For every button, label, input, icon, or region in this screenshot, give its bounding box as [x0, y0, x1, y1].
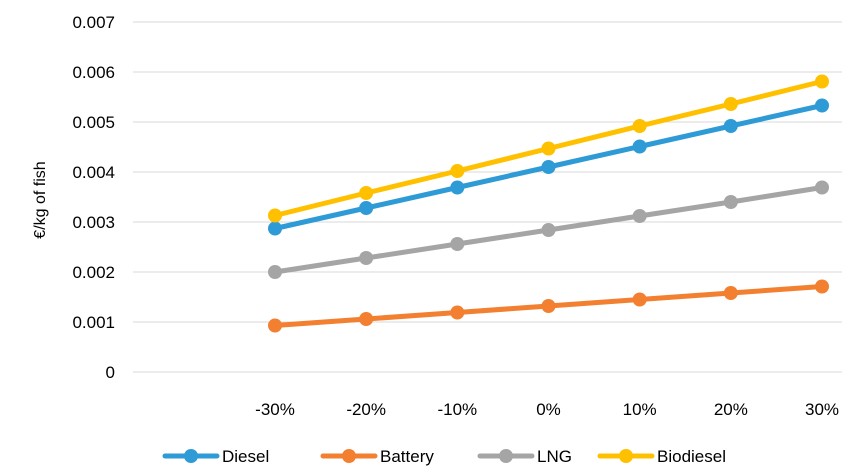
series-lng: [268, 180, 829, 279]
data-point: [541, 299, 556, 313]
y-tick-label: 0.001: [72, 313, 115, 332]
data-point: [268, 221, 282, 236]
gridlines: [133, 21, 842, 373]
data-point: [632, 119, 647, 133]
x-axis-tick-labels: -30% -20% -10% 0% 10% 20% 30%: [255, 400, 839, 419]
legend-label: LNG: [537, 447, 572, 466]
data-point: [359, 312, 374, 326]
data-point: [359, 251, 374, 265]
legend-swatch-marker: [184, 449, 198, 463]
legend-label: Biodiesel: [657, 447, 726, 466]
legend-swatch-marker: [619, 449, 633, 463]
data-point: [723, 119, 738, 133]
data-point: [450, 305, 465, 320]
series-battery: [268, 279, 829, 333]
data-point: [268, 265, 282, 279]
data-point: [450, 180, 465, 195]
data-point: [723, 97, 738, 111]
data-point: [815, 279, 829, 294]
data-point: [723, 195, 738, 209]
data-point: [632, 139, 647, 154]
series-diesel: [268, 98, 829, 236]
legend-label: Diesel: [222, 447, 269, 466]
data-point: [268, 208, 282, 223]
legend-swatch-marker: [342, 449, 356, 463]
legend: Diesel Battery LNG Biodiesel: [162, 447, 726, 466]
x-tick-label: 20%: [714, 400, 748, 419]
y-tick-label: 0.005: [72, 113, 115, 132]
x-tick-label: -10%: [437, 400, 477, 419]
y-axis-tick-labels: 0 0.001 0.002 0.003 0.004 0.005 0.006 0.007: [72, 13, 115, 382]
data-point: [815, 74, 829, 89]
legend-item-battery: Battery: [320, 447, 434, 466]
data-point: [541, 141, 556, 156]
x-tick-label: 0%: [536, 400, 561, 419]
data-point: [723, 286, 738, 300]
x-tick-label: 10%: [623, 400, 657, 419]
y-tick-label: 0.002: [72, 263, 115, 282]
legend-swatch-marker: [499, 449, 513, 463]
data-point: [450, 164, 465, 178]
x-tick-label: 30%: [805, 400, 839, 419]
data-point: [815, 98, 829, 113]
data-point: [632, 292, 647, 307]
x-tick-label: -30%: [255, 400, 295, 419]
data-point: [632, 209, 647, 223]
legend-item-diesel: Diesel: [162, 447, 269, 466]
y-tick-label: 0.004: [72, 163, 115, 182]
data-point: [815, 180, 829, 195]
legend-label: Battery: [380, 447, 434, 466]
series-lines: [268, 74, 829, 333]
y-axis-title: €/kg of fish: [32, 161, 49, 238]
legend-item-biodiesel: Biodiesel: [597, 447, 726, 466]
legend-item-lng: LNG: [477, 447, 572, 466]
data-point: [359, 186, 374, 200]
y-tick-label: 0.006: [72, 63, 115, 82]
y-tick-label: 0.003: [72, 213, 115, 232]
y-tick-label: 0.007: [72, 13, 115, 32]
y-tick-label: 0: [106, 363, 115, 382]
data-point: [268, 318, 282, 333]
data-point: [541, 160, 556, 174]
data-point: [541, 223, 556, 237]
x-tick-label: -20%: [346, 400, 386, 419]
series-biodiesel: [268, 74, 829, 223]
data-point: [450, 237, 465, 251]
data-point: [359, 201, 374, 215]
